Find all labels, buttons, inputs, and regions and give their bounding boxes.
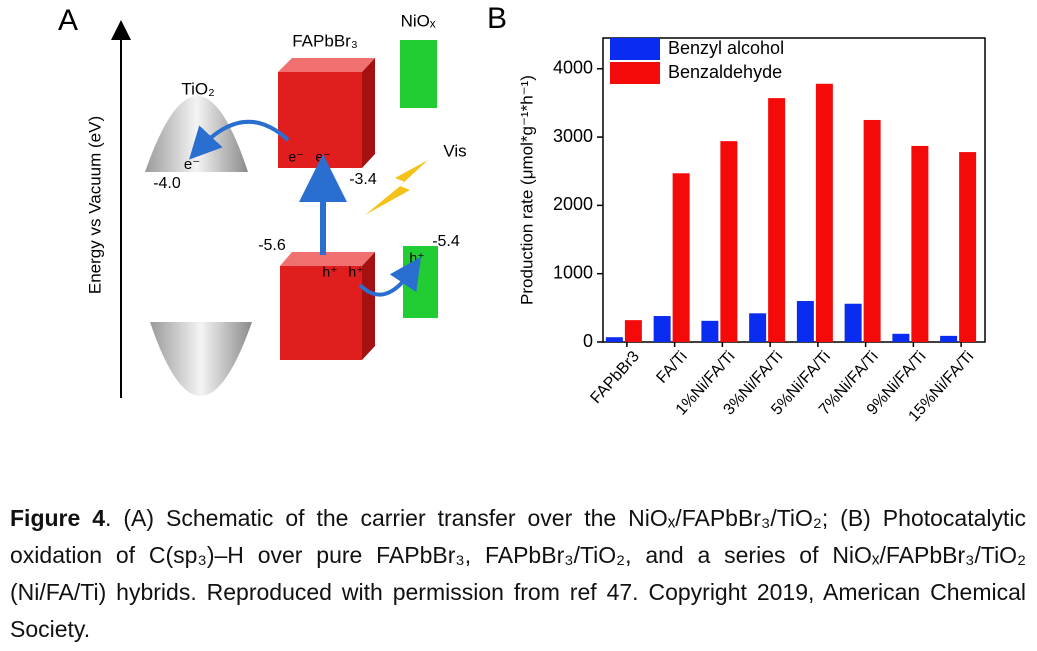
tio2-vb [150, 322, 252, 396]
cube-side [362, 58, 375, 168]
bar [892, 333, 910, 342]
bar [796, 301, 814, 342]
level-label: -5.6 [258, 237, 286, 254]
electron: e⁻ [288, 149, 303, 165]
bar [605, 337, 623, 342]
bar [959, 152, 977, 342]
cube-front [280, 266, 362, 360]
panel-label: A [58, 4, 78, 37]
plot-frame [602, 37, 986, 343]
electron-transfer-arrow [189, 119, 290, 160]
electron: e⁻ [315, 149, 330, 165]
legend-label: Benzyl alcohol [668, 38, 784, 58]
cube-side [362, 252, 375, 360]
bar [701, 320, 719, 342]
bar [672, 173, 690, 342]
cube-top [278, 58, 375, 72]
niox-label: NiOₓ [401, 11, 436, 30]
bar [624, 320, 642, 342]
bar [911, 145, 929, 342]
legend-label: Benzaldehyde [668, 62, 782, 82]
level-label: -3.4 [349, 171, 377, 188]
level-label: -4.0 [153, 175, 181, 192]
panel-label: B [487, 2, 507, 35]
level-label: -5.4 [432, 233, 460, 250]
x-tick-label: FA/Ti [654, 348, 691, 387]
bar [653, 316, 671, 342]
cube-front [278, 72, 362, 168]
hole: h⁺ [348, 264, 363, 280]
bar [815, 83, 833, 343]
hole: h⁺ [409, 250, 424, 266]
niox-cb [400, 40, 437, 108]
legend-swatch [610, 38, 660, 60]
bar [940, 335, 958, 342]
y-tick-label: 2000 [553, 194, 593, 214]
y-tick-label: 1000 [553, 262, 593, 282]
tio2-label: TiO₂ [181, 79, 214, 98]
hole-transfer-arrow [358, 256, 421, 297]
bar [749, 313, 767, 342]
bar [768, 98, 786, 342]
light-bolt [365, 160, 428, 215]
caption: Figure 4. (A) Schematic of the carrier t… [10, 500, 1026, 648]
y-tick-label: 0 [583, 331, 593, 351]
caption-text: . (A) Schematic of the carrier transfer … [10, 505, 1026, 642]
axis-label: Energy vs Vacuum (eV) [85, 116, 104, 294]
legend-swatch [610, 62, 660, 84]
perovskite-label: FAPbBr₃ [292, 31, 358, 50]
light-label: Vis [443, 141, 466, 160]
cube-top [280, 252, 375, 266]
hole: h⁺ [322, 264, 337, 280]
figure: A Energy vs Vacuum (eV) TiO₂ e⁻ -4.0 FAP… [58, 2, 986, 425]
y-tick-label: 4000 [553, 57, 593, 77]
figure-number: Figure 4 [10, 505, 106, 531]
bar [720, 141, 738, 342]
y-tick-label: 3000 [553, 126, 593, 146]
x-tick-label: FAPbBr3 [588, 348, 644, 407]
electron: e⁻ [184, 156, 200, 173]
bar [863, 119, 881, 342]
bar [844, 303, 862, 342]
y-axis-label: Production rate (μmol*g⁻¹*h⁻¹) [517, 75, 536, 305]
